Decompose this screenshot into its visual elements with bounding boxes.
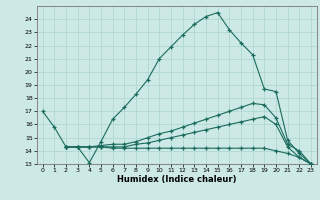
X-axis label: Humidex (Indice chaleur): Humidex (Indice chaleur)	[117, 175, 236, 184]
